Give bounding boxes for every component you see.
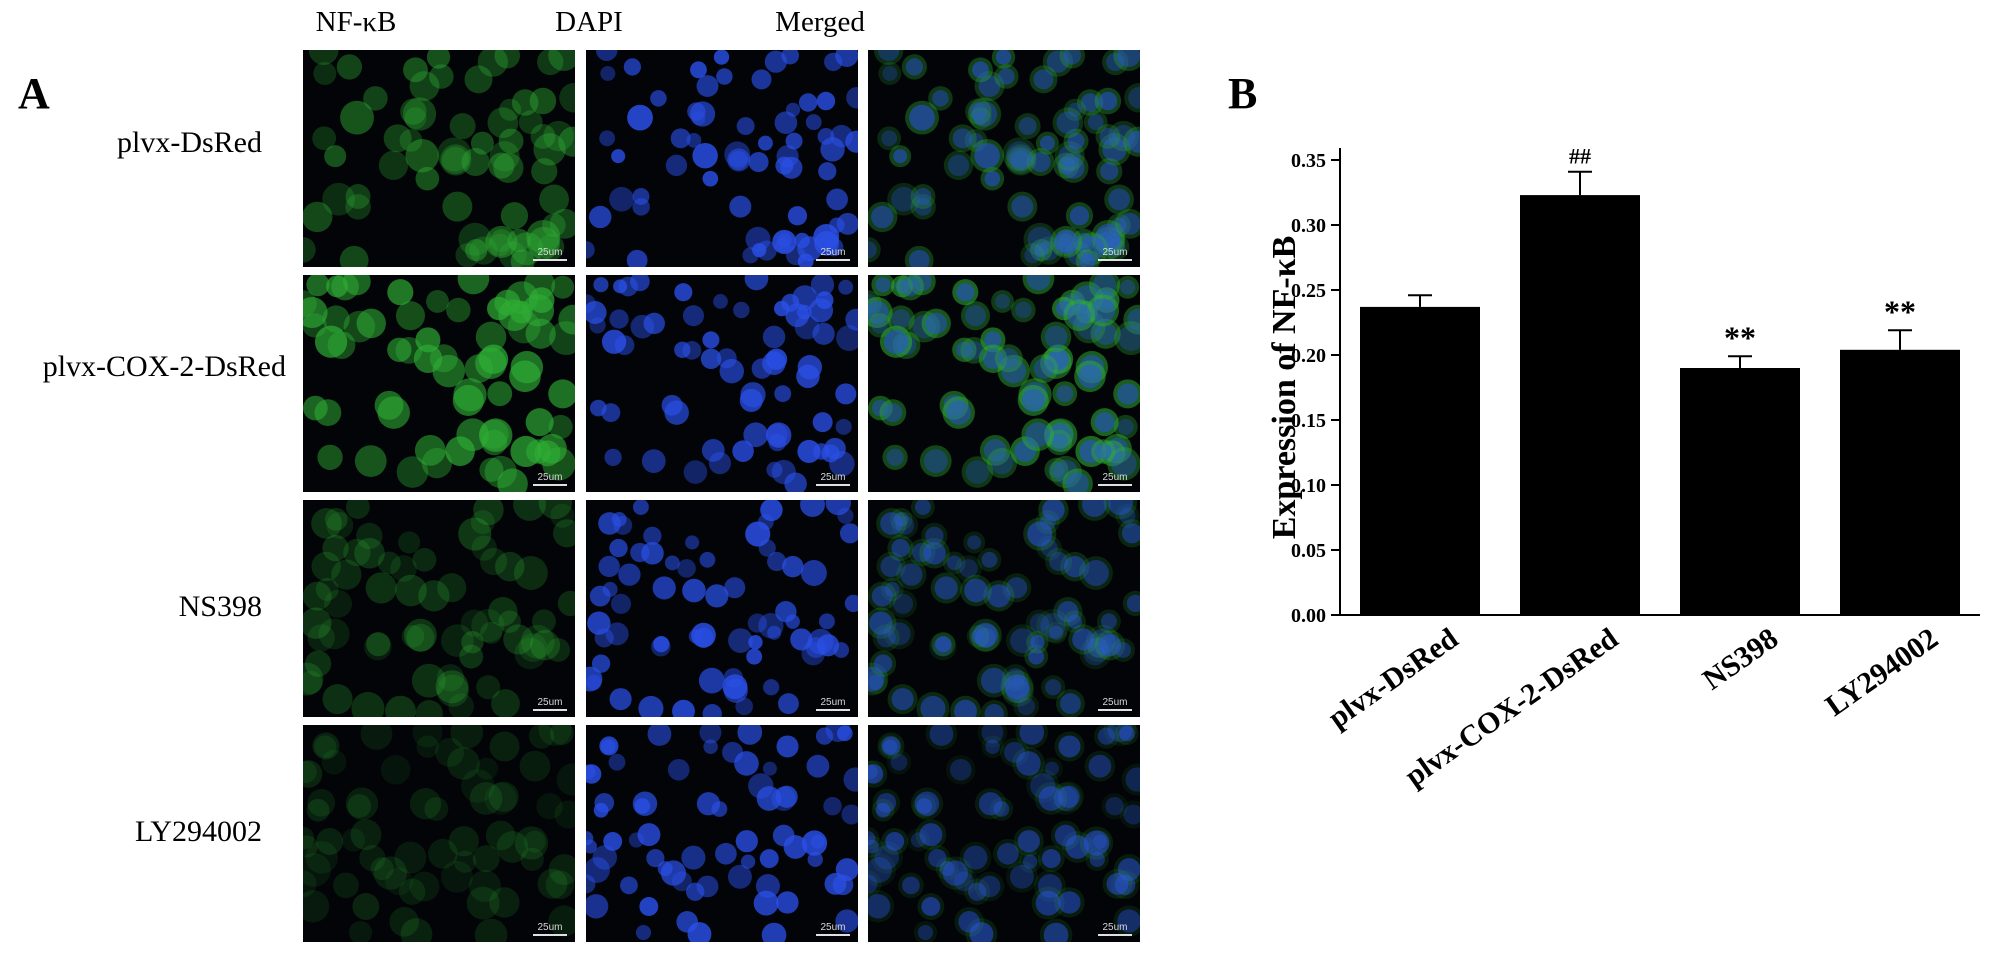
y-tick-label: 0.25 <box>1291 280 1326 302</box>
micrograph-plvx-dsred-dapi: 25um <box>586 50 858 267</box>
micrograph-plvx-dsred-merged: 25um <box>868 50 1140 267</box>
micrograph-plvx-cox-2-dsred-nf-b: 25um <box>303 275 575 492</box>
scale-bar: 25um <box>1098 697 1132 711</box>
significance-plvx-cox-2-dsred: ## <box>1569 144 1591 169</box>
column-header-dapi: DAPI <box>555 6 623 38</box>
row-label-ly294002: LY294002 <box>135 815 262 848</box>
significance-ns398: ** <box>1724 319 1756 355</box>
significance-ly294002: ** <box>1884 293 1916 329</box>
scale-bar-label: 25um <box>1102 247 1128 258</box>
micrograph-ns398-nf-b: 25um <box>303 500 575 717</box>
scale-bar: 25um <box>816 472 850 486</box>
bar-plvx-cox-2-dsred <box>1520 195 1640 615</box>
y-tick-label: 0.30 <box>1291 215 1326 237</box>
y-tick-label: 0.20 <box>1291 345 1326 367</box>
bar-ly294002 <box>1840 349 1960 615</box>
row-label-plvx-dsred: plvx-DsRed <box>117 126 262 159</box>
scale-bar: 25um <box>1098 472 1132 486</box>
scale-bar: 25um <box>816 247 850 261</box>
scale-bar-label: 25um <box>537 472 563 483</box>
scale-bar: 25um <box>533 472 567 486</box>
scale-bar-label: 25um <box>1102 697 1128 708</box>
scale-bar: 25um <box>1098 247 1132 261</box>
nfkb-bar-chart: 0.00 0.05 0.10 0.15 0.20 0.25 0.30 0.35 Expressi… <box>1266 144 1980 793</box>
micrograph-ly294002-dapi: 25um <box>586 725 858 942</box>
scale-bar-label: 25um <box>820 922 846 933</box>
micrograph-ly294002-merged: 25um <box>868 725 1140 942</box>
scale-bar: 25um <box>533 922 567 936</box>
micrograph-plvx-dsred-nf-b: 25um <box>303 50 575 267</box>
scale-bar: 25um <box>533 247 567 261</box>
scale-bar: 25um <box>1098 922 1132 936</box>
row-label-plvx-cox2-dsred: plvx-COX-2-DsRed <box>42 350 286 383</box>
micrograph-plvx-cox-2-dsred-dapi: 25um <box>586 275 858 492</box>
scale-bar: 25um <box>816 922 850 936</box>
panel-a-letter: A <box>18 69 50 118</box>
row-label-ns398: NS398 <box>178 590 262 623</box>
scale-bar-label: 25um <box>820 472 846 483</box>
y-tick-label: 0.10 <box>1291 475 1326 497</box>
bar-plvx-dsred <box>1360 306 1480 615</box>
column-header-merged: Merged <box>775 6 865 38</box>
x-tick-label-ly294002: LY294002 <box>1819 622 1944 723</box>
y-tick-label: 0.00 <box>1291 605 1326 627</box>
y-axis-label: Expression of NF-κB <box>1266 236 1303 540</box>
column-header-nfkb: NF-κB <box>315 6 397 38</box>
y-tick-label: 0.05 <box>1291 540 1326 562</box>
scale-bar: 25um <box>816 697 850 711</box>
panel-b-letter: B <box>1228 69 1258 118</box>
y-tick-label: 0.35 <box>1291 150 1326 172</box>
bar-ns398 <box>1680 368 1800 615</box>
y-tick-label: 0.15 <box>1291 410 1326 432</box>
x-tick-label-ns398: NS398 <box>1697 622 1784 697</box>
scale-bar-label: 25um <box>820 697 846 708</box>
scale-bar-label: 25um <box>537 922 563 933</box>
scale-bar-label: 25um <box>537 247 563 258</box>
scale-bar: 25um <box>533 697 567 711</box>
scale-bar-label: 25um <box>820 247 846 258</box>
scale-bar-label: 25um <box>1102 922 1128 933</box>
micrograph-ns398-dapi: 25um <box>586 500 858 717</box>
micrograph-plvx-cox-2-dsred-merged: 25um <box>868 275 1140 492</box>
micrograph-ly294002-nf-b: 25um <box>303 725 575 942</box>
scale-bar-label: 25um <box>537 697 563 708</box>
micrograph-ns398-merged: 25um <box>868 500 1140 717</box>
x-tick-label-plvx-dsred: plvx-DsRed <box>1322 622 1464 735</box>
scale-bar-label: 25um <box>1102 472 1128 483</box>
